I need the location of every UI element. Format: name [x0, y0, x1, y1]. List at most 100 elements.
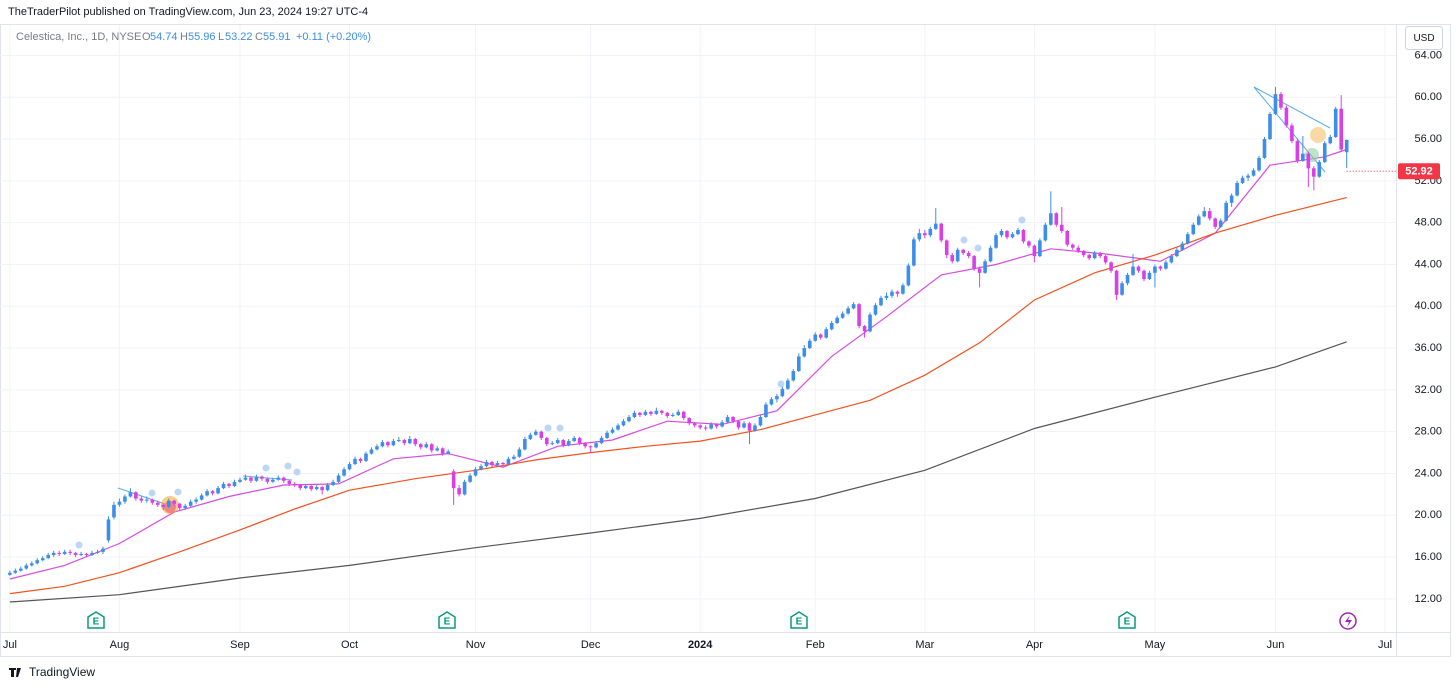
- x-tick-label: Jul: [1378, 639, 1392, 651]
- candle-body: [199, 495, 204, 500]
- candle-body: [46, 554, 51, 559]
- candle-body: [818, 334, 823, 338]
- candle-body: [276, 477, 281, 480]
- candle-body: [1240, 177, 1245, 183]
- candle-body: [194, 499, 198, 502]
- x-tick-label: Feb: [806, 639, 825, 651]
- candle-body: [24, 565, 29, 569]
- candle-body: [802, 348, 807, 357]
- candle-body: [375, 446, 379, 450]
- earnings-label: E: [444, 617, 451, 628]
- candle-body: [282, 477, 286, 481]
- candle-body: [1005, 231, 1009, 238]
- candle-body: [594, 443, 598, 448]
- candle-body: [906, 265, 911, 286]
- candle-body: [1087, 255, 1091, 259]
- candle-body: [128, 492, 133, 497]
- symbol-title: Celestica, Inc., 1D, NYSE: [16, 31, 141, 43]
- candle-body: [468, 475, 472, 482]
- candle-body: [95, 551, 100, 553]
- candle-body: [309, 486, 313, 490]
- candle-body: [260, 476, 264, 479]
- candle-body: [1125, 274, 1130, 284]
- candle-body: [1103, 256, 1108, 263]
- candle-body: [188, 501, 193, 506]
- x-tick-label: Sep: [230, 639, 250, 651]
- candle-body: [243, 477, 248, 480]
- candle-body: [123, 496, 127, 502]
- candle-body: [1054, 213, 1059, 225]
- candle-body: [747, 423, 752, 431]
- candle-body: [1218, 220, 1223, 227]
- candle-body: [353, 458, 357, 465]
- candle-body: [1306, 153, 1311, 169]
- currency-button-frame[interactable]: [1405, 26, 1443, 50]
- candle-body: [725, 417, 730, 423]
- candle-body: [983, 261, 987, 273]
- candle-body: [660, 410, 664, 413]
- candle-body: [950, 255, 955, 262]
- price-label-box: [1398, 163, 1440, 180]
- candle-body: [780, 388, 785, 397]
- candle-body: [51, 552, 56, 555]
- candle-body: [249, 477, 253, 481]
- grid: [0, 25, 1396, 632]
- close-value: 55.91: [263, 31, 291, 43]
- candle-body: [145, 499, 149, 501]
- price-label: 52.92: [1405, 166, 1433, 178]
- dot: [284, 462, 292, 470]
- candle-body: [703, 427, 708, 429]
- candle-body: [742, 423, 746, 428]
- legend: Celestica, Inc., 1D, NYSE O 54.74 H 55.9…: [16, 31, 371, 43]
- candle-body: [1196, 216, 1201, 225]
- candle-body: [840, 313, 845, 318]
- dot: [293, 468, 301, 476]
- candle-body: [397, 440, 401, 442]
- candle-body: [605, 432, 609, 438]
- x-tick-label: May: [1145, 639, 1166, 651]
- frame: [0, 24, 1451, 657]
- candle-body: [155, 502, 160, 505]
- candle-body: [616, 425, 620, 430]
- moving-average: [9, 197, 1347, 595]
- candle-body: [13, 570, 18, 573]
- dot: [974, 244, 982, 252]
- candle-body: [709, 424, 713, 429]
- trend-line: [1253, 86, 1331, 129]
- candle-body: [386, 442, 390, 446]
- candle-body: [890, 291, 894, 296]
- candle-body: [484, 461, 489, 467]
- candle-body: [670, 414, 675, 416]
- candle-body: [714, 424, 719, 427]
- candle-body: [117, 501, 122, 505]
- candle-body: [1131, 266, 1135, 275]
- candle-body: [358, 458, 363, 461]
- dot: [262, 464, 270, 472]
- candle-body: [599, 437, 604, 444]
- candle-body: [40, 558, 45, 561]
- candle-body: [172, 500, 177, 504]
- logo: [9, 668, 21, 677]
- candle-body: [1251, 170, 1256, 176]
- candle-body: [1076, 247, 1081, 251]
- candle-body: [884, 295, 889, 298]
- candle-body: [846, 308, 850, 314]
- candle-body: [868, 314, 872, 332]
- currency[interactable]: USD: [1413, 33, 1434, 44]
- candle-body: [583, 443, 587, 447]
- candle-body: [227, 483, 231, 487]
- x-tick-label: Nov: [466, 639, 486, 651]
- y-tick-label: 20.00: [1414, 509, 1442, 521]
- candle-body: [1153, 266, 1157, 273]
- candle-body: [1322, 143, 1327, 163]
- candle-body: [62, 551, 67, 554]
- currency-button[interactable]: USD: [1405, 26, 1443, 50]
- publisher: TheTraderPilot published on TradingView.…: [8, 6, 368, 18]
- candle-body: [1049, 213, 1053, 225]
- candle-body: [342, 469, 346, 476]
- candle-body: [807, 340, 812, 349]
- candle-body: [314, 487, 319, 490]
- candle-body: [216, 488, 220, 494]
- candle-body: [1312, 168, 1316, 177]
